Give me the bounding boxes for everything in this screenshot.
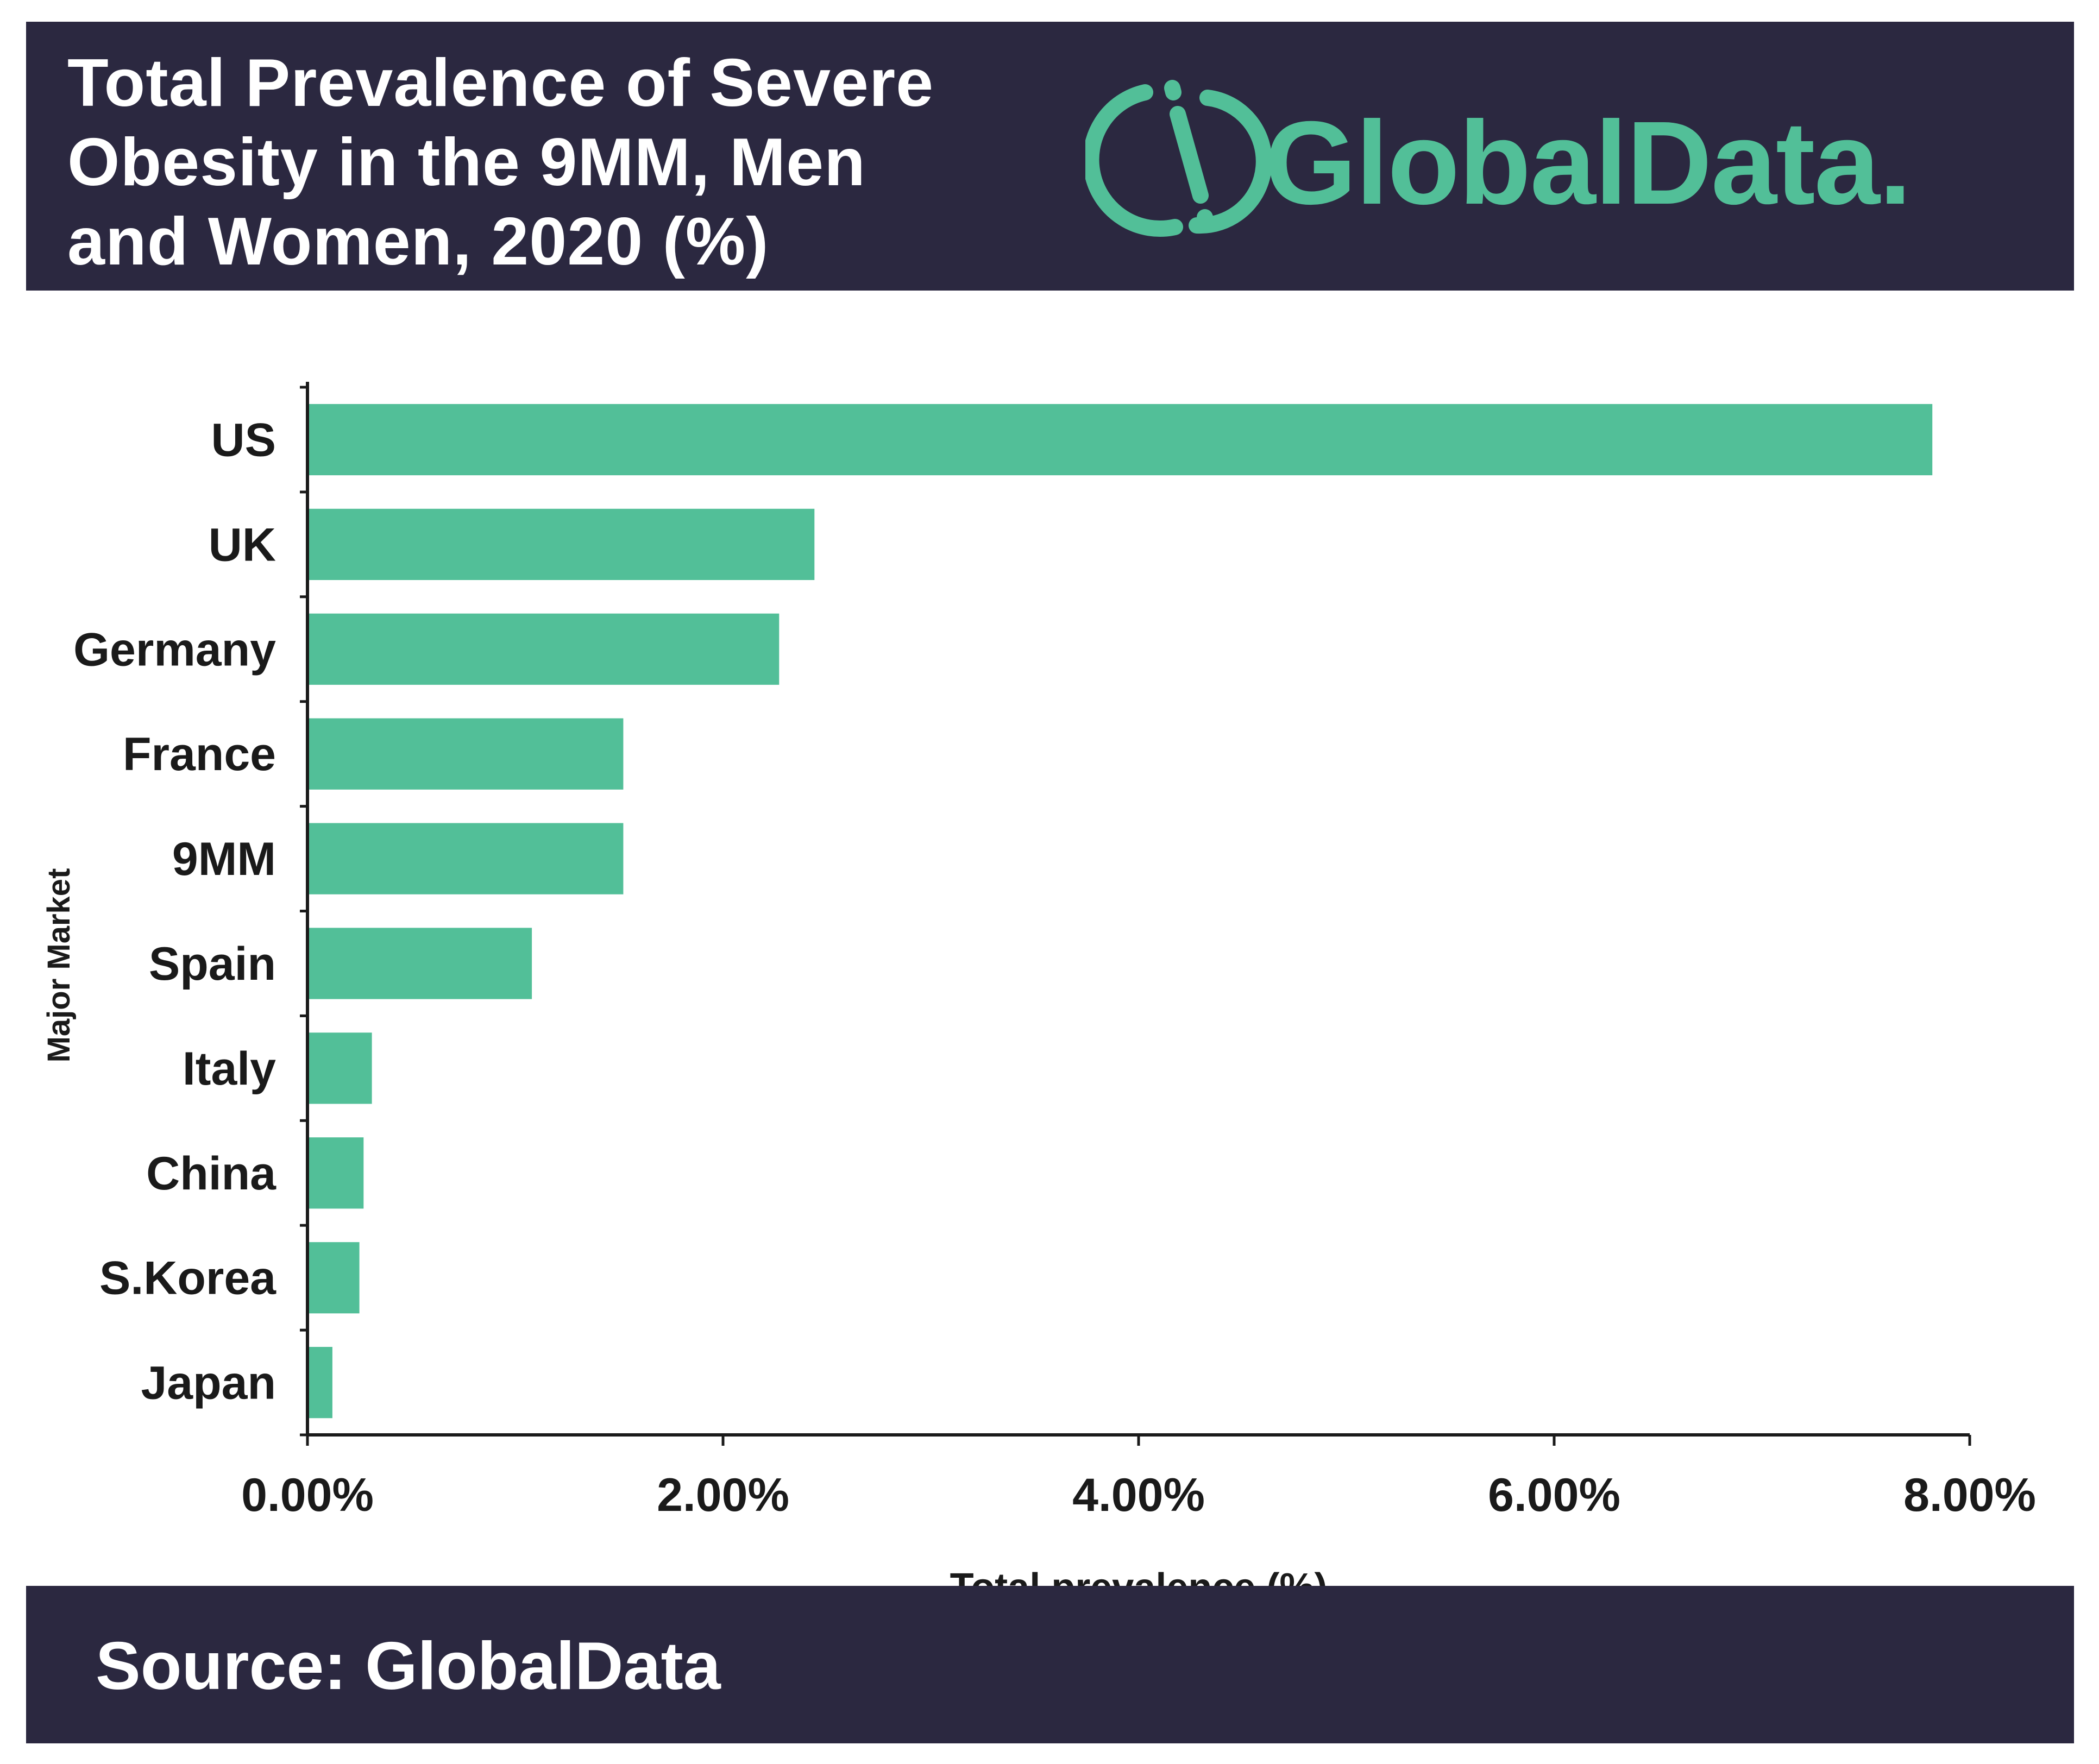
bar-italy [309,1032,372,1104]
header: Total Prevalence of Severe Obesity in th… [26,22,2074,291]
bar-chart: US UK Germany France 9MM Spain Italy China S.Kor… [41,382,2036,1586]
bar-china [309,1137,364,1209]
x-tick-label: 4.00% [1072,1469,1205,1521]
bar-uk [309,508,815,580]
category-label: China [146,1148,276,1200]
bar-germany [309,613,780,685]
chart-title: Total Prevalence of Severe Obesity in th… [67,46,934,279]
bar-9mm [309,823,624,894]
bar-france [309,718,624,790]
category-label: S.Korea [99,1252,276,1305]
category-label: France [123,728,276,780]
category-label: Italy [183,1043,276,1095]
category-label: 9MM [172,833,276,885]
x-tick-label: 2.00% [657,1469,789,1521]
y-axis-title: Major Market [41,868,77,1063]
chart-area: US UK Germany France 9MM Spain Italy China S.Kor… [26,291,2074,1586]
x-tick-label: 0.00% [241,1469,374,1521]
category-label: Spain [149,938,276,990]
globaldata-logo: GlobalData. [1085,80,1912,237]
category-label: Germany [73,623,276,676]
bar-spain [309,928,532,999]
category-label: Japan [141,1357,276,1409]
bar-us [309,404,1933,476]
category-label: US [211,414,276,466]
x-tick-label: 8.00% [1903,1469,2036,1521]
bar-s-korea [309,1242,360,1314]
x-tick-label: 6.00% [1488,1469,1620,1521]
chart-frame: Total Prevalence of Severe Obesity in th… [26,22,2074,1743]
globaldata-logo-icon [1085,80,1272,237]
category-label: UK [209,519,276,571]
globaldata-logo-text: GlobalData. [1265,97,1911,229]
footer: Source: GlobalData [26,1586,2074,1743]
bar-japan [309,1347,332,1419]
source-note: Source: GlobalData [96,1629,721,1704]
x-axis-title: Total prevalence (%) [950,1566,1328,1586]
